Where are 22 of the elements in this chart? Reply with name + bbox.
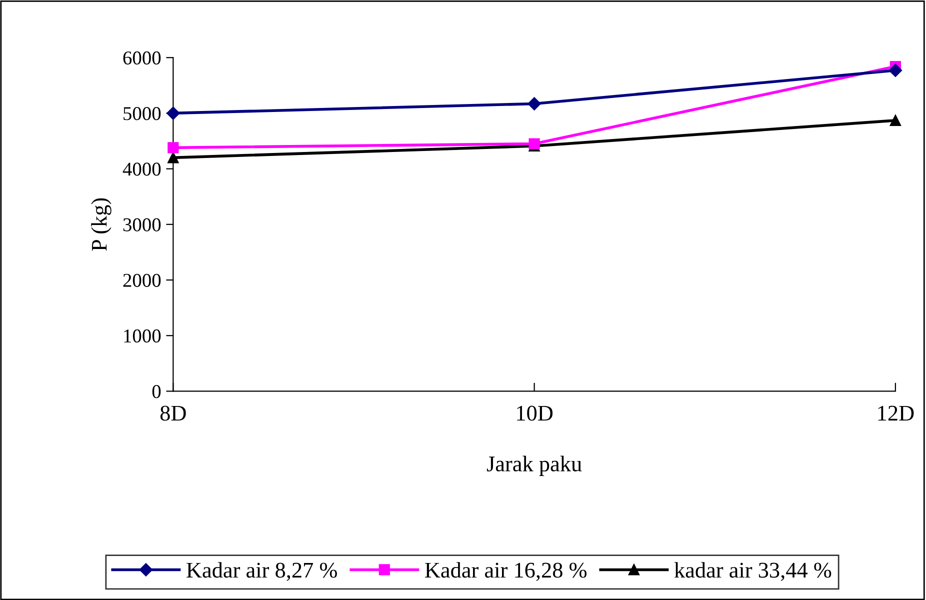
x-tick-label: 10D <box>517 406 553 421</box>
y-tick-label: 5000 <box>124 107 161 120</box>
legend-label: Kadar air 8,27 % <box>186 562 337 581</box>
x-tick-label: 8D <box>160 406 186 421</box>
y-tick-label: 6000 <box>123 51 161 65</box>
point <box>528 97 541 110</box>
y-tick-label: 0 <box>152 385 161 398</box>
y-tick-label: 2000 <box>123 274 161 287</box>
y-tick-label: 3000 <box>123 218 161 232</box>
point <box>168 142 179 154</box>
y-tick-label: 1000 <box>124 329 161 343</box>
point <box>890 114 901 126</box>
point <box>166 106 180 120</box>
point <box>888 64 902 77</box>
y-axis-title: P (kg) <box>91 198 112 251</box>
y-tick-label: 4000 <box>122 162 161 176</box>
x-tick-label: 12D <box>878 406 914 421</box>
point <box>168 152 179 164</box>
point <box>528 138 540 150</box>
x-axis-title: Jarak paku <box>486 456 582 476</box>
legend-label: Kadar air 16,28 % <box>425 562 587 581</box>
legend-label: kadar air 33,44 % <box>674 562 832 581</box>
